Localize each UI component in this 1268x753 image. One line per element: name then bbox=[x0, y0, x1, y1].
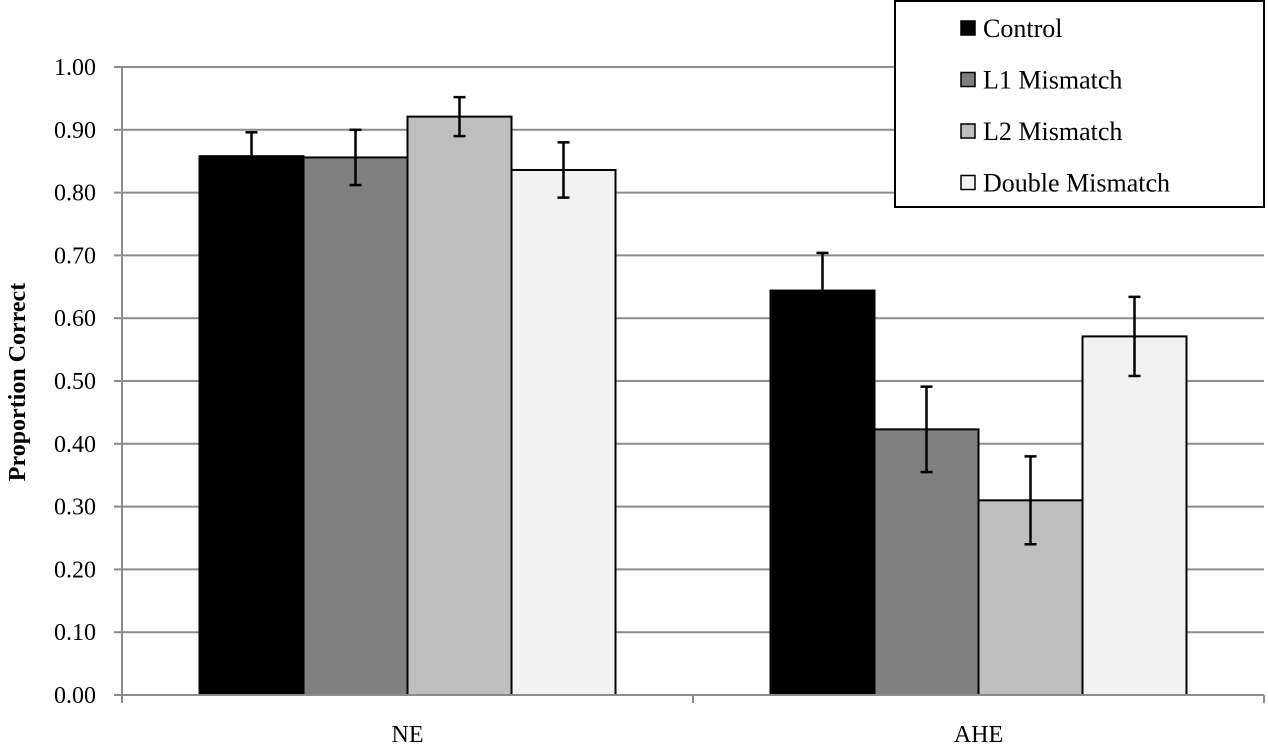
y-axis-label: Proportion Correct bbox=[5, 283, 31, 481]
y-tick-label: 0.40 bbox=[54, 432, 96, 458]
bar bbox=[406, 115, 513, 696]
y-tick-label: 0.20 bbox=[54, 557, 96, 583]
y-tick-label: 1.00 bbox=[54, 55, 96, 81]
y-tick-label: 0.90 bbox=[54, 118, 96, 144]
y-tick-label: 0.00 bbox=[54, 683, 96, 709]
bar bbox=[302, 156, 409, 696]
y-axis-tick-labels: 0.00 0.10 0.20 0.30 0.40 0.50 0.60 0.70 0.80 0.90… bbox=[54, 55, 96, 709]
bar bbox=[1081, 335, 1188, 696]
y-tick-label: 0.70 bbox=[54, 243, 96, 269]
legend-label: L2 Mismatch bbox=[983, 117, 1122, 146]
x-axis bbox=[121, 694, 1265, 703]
y-tick-label: 0.30 bbox=[54, 495, 96, 521]
bars bbox=[198, 115, 1188, 696]
legend-label: Control bbox=[983, 14, 1062, 43]
legend-label: L1 Mismatch bbox=[983, 66, 1122, 95]
x-category-label: NE bbox=[392, 722, 424, 748]
legend-label: Double Mismatch bbox=[983, 169, 1170, 198]
y-tick-label: 0.50 bbox=[54, 369, 96, 395]
bar bbox=[510, 168, 617, 696]
y-tick-label: 0.10 bbox=[54, 620, 96, 646]
bar bbox=[198, 155, 305, 696]
x-axis-category-labels: NE AHE bbox=[392, 722, 1004, 748]
y-tick-label: 0.60 bbox=[54, 306, 96, 332]
legend-swatch bbox=[960, 123, 976, 139]
y-tick-label: 0.80 bbox=[54, 181, 96, 207]
legend: Control L1 Mismatch L2 Mismatch Double Mism… bbox=[894, 0, 1265, 208]
legend-swatch bbox=[960, 20, 976, 36]
bar bbox=[873, 428, 980, 696]
legend-box bbox=[894, 0, 1265, 208]
error-bars bbox=[245, 95, 1141, 546]
legend-swatch bbox=[960, 174, 976, 191]
bar bbox=[769, 289, 876, 696]
legend-swatch bbox=[960, 71, 976, 88]
x-category-label: AHE bbox=[954, 722, 1003, 748]
